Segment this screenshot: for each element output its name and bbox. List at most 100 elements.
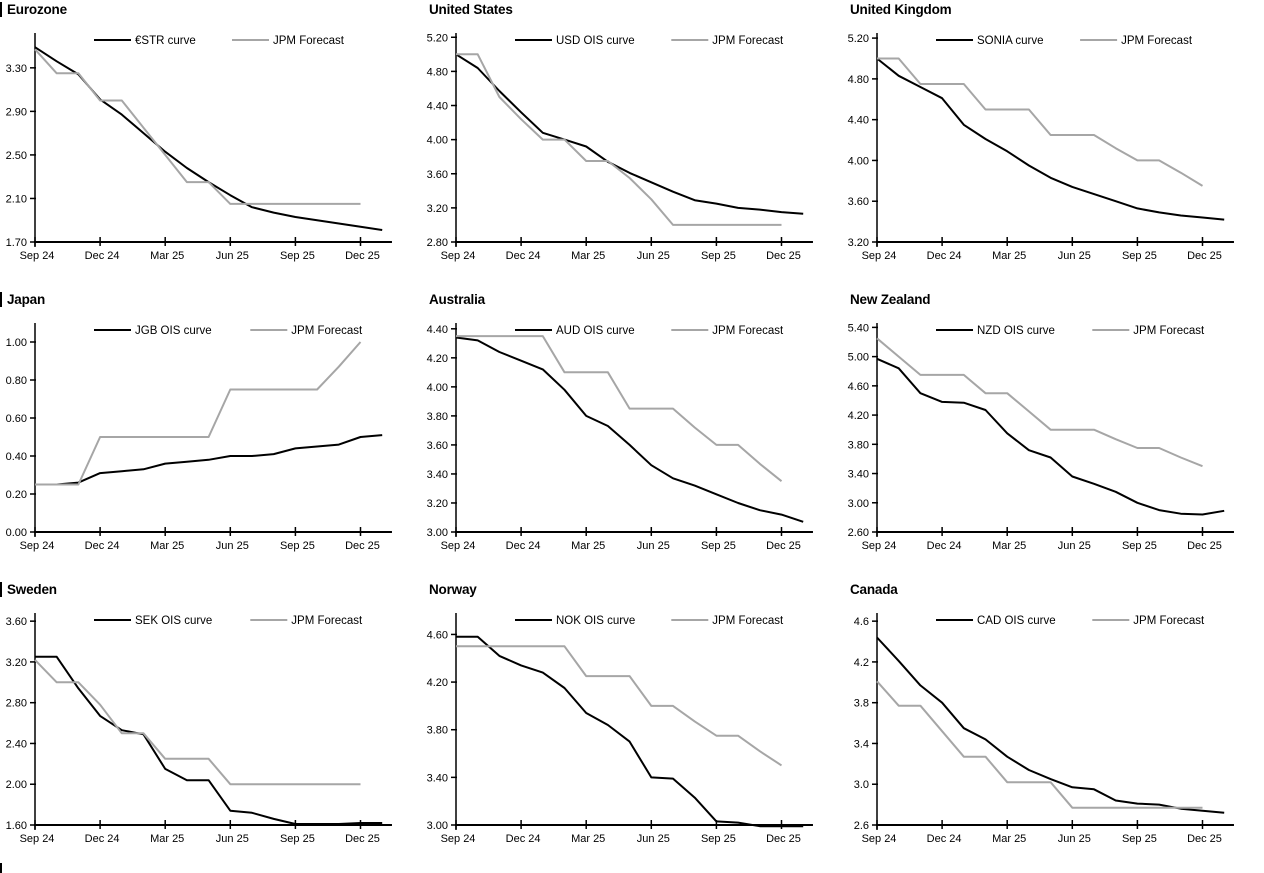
y-tick-label: 5.20 [848,33,869,45]
x-tick-label: Dec 25 [766,833,801,845]
y-tick-label: 3.40 [427,469,448,481]
x-tick-label: Jun 25 [1058,833,1091,845]
ois-curve-line [35,655,383,825]
chart-title: Eurozone [7,2,67,17]
legend-label: JPM Forecast [712,35,784,47]
x-tick-label: Dec 25 [1187,250,1222,262]
x-tick-label: Dec 25 [1187,540,1222,552]
x-tick-label: Jun 25 [216,833,249,845]
chart-title: Sweden [7,582,57,597]
legend-label: CAD OIS curve [977,615,1056,627]
legend-label: AUD OIS curve [556,325,635,337]
x-tick-label: Sep 25 [1122,540,1157,552]
x-tick-label: Sep 24 [862,250,897,262]
x-tick-label: Dec 24 [85,540,120,552]
chart-title: Norway [429,582,477,597]
legend-label: JPM Forecast [1133,325,1205,337]
chart-title: New Zealand [850,292,931,307]
x-tick-label: Dec 24 [927,250,962,262]
legend-label: JPM Forecast [712,325,784,337]
x-tick-label: Sep 25 [1122,250,1157,262]
legend-label: USD OIS curve [556,35,635,47]
x-tick-label: Dec 24 [506,540,541,552]
x-tick-label: Mar 25 [150,540,184,552]
x-tick-label: Jun 25 [637,833,670,845]
x-tick-label: Sep 24 [20,540,55,552]
jpm-forecast-line [35,341,362,486]
ois-curve-line [455,53,804,215]
legend-label: JPM Forecast [1133,615,1205,627]
ois-curve-line [876,57,1225,221]
y-tick-label: 4.6 [854,616,869,628]
ois-curve-line [876,357,1225,516]
y-tick-label: 3.30 [6,63,27,75]
legend-label: JGB OIS curve [135,325,212,337]
y-tick-label: 3.4 [854,738,869,750]
x-tick-label: Jun 25 [216,250,249,262]
y-tick-label: 4.00 [848,155,869,167]
x-tick-label: Jun 25 [1058,250,1091,262]
legend-label: €STR curve [135,35,196,47]
y-tick-label: 2.90 [6,106,27,118]
x-tick-label: Sep 24 [20,250,55,262]
x-tick-label: Dec 24 [927,833,962,845]
x-tick-label: Sep 25 [280,540,315,552]
y-tick-label: 3.80 [427,725,448,737]
y-tick-label: 4.2 [854,657,869,669]
y-tick-label: 2.10 [6,193,27,205]
x-tick-label: Jun 25 [637,250,670,262]
y-tick-label: 4.60 [848,381,869,393]
y-tick-label: 2.60 [848,527,869,539]
x-tick-label: Dec 25 [345,833,380,845]
chart-panel: Eurozone 1.70 2.10 2.50 2.90 3.30 Sep 24 Dec 24… [0,0,421,290]
x-tick-label: Dec 24 [85,833,120,845]
y-tick-label: 4.40 [848,115,869,127]
x-tick-label: Sep 24 [862,540,897,552]
y-tick-label: 3.20 [427,498,448,510]
y-tick-label: 4.80 [848,74,869,86]
chart-title: Japan [7,292,46,307]
x-tick-label: Dec 25 [345,540,380,552]
y-tick-label: 4.20 [848,410,869,422]
ois-curve-line [455,336,804,523]
legend-label: NOK OIS curve [556,615,635,627]
y-tick-label: 0.00 [6,527,27,539]
jpm-forecast-line [877,57,1204,187]
x-tick-label: Mar 25 [992,250,1026,262]
y-tick-label: 3.20 [6,657,27,669]
x-tick-label: Sep 24 [441,833,476,845]
x-tick-label: Sep 24 [862,833,897,845]
y-tick-label: 4.00 [427,135,448,147]
y-tick-label: 3.60 [427,169,448,181]
y-tick-label: 3.60 [427,440,448,452]
x-tick-label: Mar 25 [571,540,605,552]
x-tick-label: Dec 25 [766,250,801,262]
x-tick-label: Dec 24 [506,833,541,845]
x-tick-label: Jun 25 [216,540,249,552]
y-tick-label: 3.60 [6,616,27,628]
jpm-forecast-line [876,680,1203,809]
chart-title: Australia [429,292,485,307]
x-tick-label: Dec 24 [927,540,962,552]
y-tick-label: 0.80 [6,375,27,387]
section-bar [0,2,2,17]
chart-canvas: 0.00 0.20 0.40 0.60 0.80 1.00 Sep 24 Dec 24 Mar … [6,323,392,552]
jpm-forecast-line [456,335,783,482]
x-tick-label: Dec 25 [1187,833,1222,845]
chart-panel: Canada 2.6 3.0 3.4 3.8 4.2 4.6 Sep 24 Dec 24 Mar … [842,580,1264,873]
x-tick-label: Dec 24 [85,250,120,262]
y-tick-label: 2.40 [6,738,27,750]
y-tick-label: 4.80 [427,66,448,78]
chart-panel: New Zealand 2.60 3.00 3.40 3.80 4.20 4.60 5.00 5… [842,290,1264,580]
y-tick-label: 1.70 [6,237,27,249]
x-tick-label: Dec 24 [506,250,541,262]
x-tick-label: Sep 24 [20,833,55,845]
ois-curve-line [35,434,383,486]
x-tick-label: Mar 25 [571,250,605,262]
ois-curve-line [34,46,383,231]
legend-label: SEK OIS curve [135,615,212,627]
section-bar [0,292,2,307]
y-tick-label: 2.50 [6,150,27,162]
ois-curve-line [876,636,1225,814]
y-tick-label: 3.00 [427,820,448,832]
